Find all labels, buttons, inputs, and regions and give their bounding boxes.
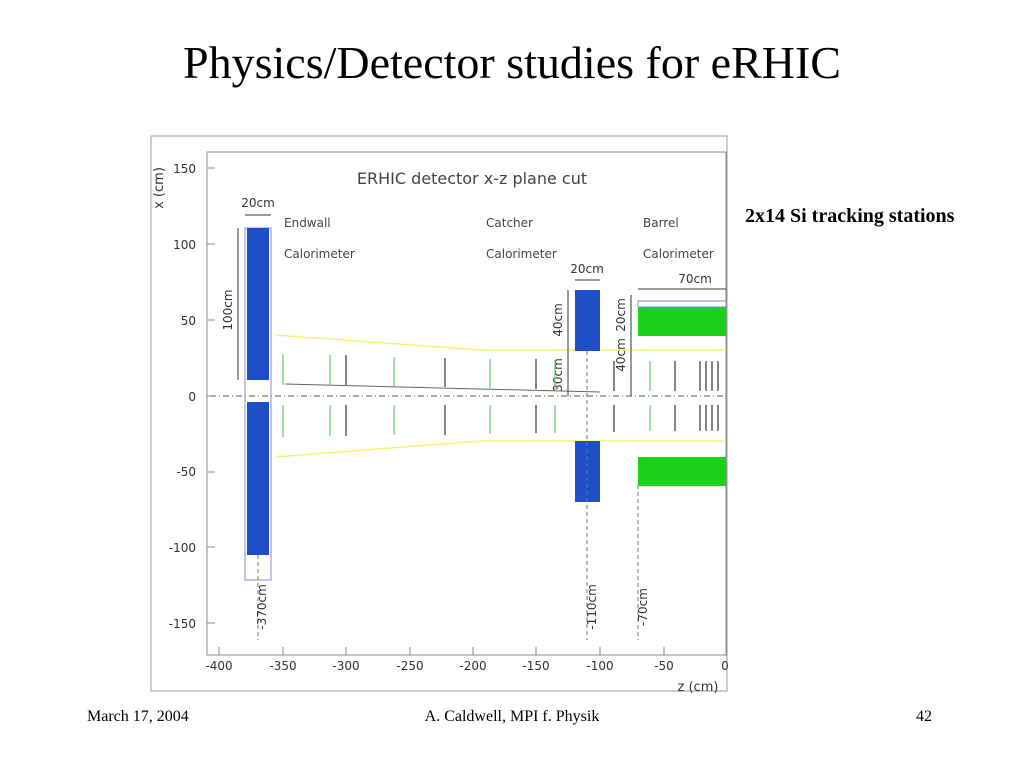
x-axis-label: z (cm): [678, 680, 719, 695]
x-tick-label: -100: [586, 659, 613, 673]
catcher-calorimeter-upper: [575, 290, 600, 351]
endwall-width-label: 20cm: [241, 196, 275, 210]
x-tick-label: -150: [522, 659, 549, 673]
endwall-pos-label: -370cm: [255, 584, 269, 630]
slide-title: Physics/Detector studies for eRHIC: [183, 37, 841, 88]
endwall-calorimeter-upper: [247, 228, 269, 380]
endwall-calorimeter-lower: [247, 402, 269, 555]
endwall-height-label: 100cm: [221, 289, 235, 330]
footer-author: A. Caldwell, MPI f. Physik: [424, 708, 600, 725]
x-tick-label: -350: [269, 659, 296, 673]
plot-frame: [206, 151, 727, 656]
beam-line: [284, 383, 601, 393]
y-tick-label: 150: [173, 162, 196, 176]
catcher-height-label: 40cm: [551, 303, 565, 337]
x-tick-label: -400: [205, 659, 232, 673]
barrel-calorimeter-upper: [638, 307, 726, 336]
x-tick-label: -300: [332, 659, 359, 673]
barrel-label-1: Barrel: [643, 216, 679, 230]
y-tick-label: 50: [181, 314, 196, 328]
x-ticks: -400 -350 -300 -250 -200 -150 -100 -50 0: [205, 647, 729, 673]
detector-figure: x (cm) z (cm) ERHIC detector x-z plane c…: [150, 135, 729, 695]
barrel-label-2: Calorimeter: [643, 247, 714, 261]
si-tracking-stations: [282, 354, 719, 437]
catcher-label-1: Catcher: [486, 216, 533, 230]
beam-envelope-lower: [274, 440, 726, 458]
y-tick-label: -50: [176, 465, 196, 479]
y-ticks: 150 100 50 0 -50 -100 -150: [169, 162, 215, 631]
figure-title: ERHIC detector x-z plane cut: [357, 169, 587, 188]
catcher-label-2: Calorimeter: [486, 247, 557, 261]
endwall-label-2: Calorimeter: [284, 247, 355, 261]
catcher-gap-label: 30cm: [551, 358, 565, 392]
si-tracking-label: 2x14 Si tracking stations: [745, 205, 955, 227]
catcher-pos-label: -110cm: [585, 584, 599, 630]
footer-page-number: 42: [916, 708, 932, 725]
barrel-length-label: 70cm: [678, 272, 712, 286]
barrel-calorimeter-lower: [638, 457, 726, 486]
endwall-label-1: Endwall: [284, 216, 331, 230]
barrel-thickness-label: 20cm: [614, 298, 628, 332]
footer-date: March 17, 2004: [87, 708, 189, 725]
y-tick-label: 0: [188, 390, 196, 404]
y-tick-label: -100: [169, 541, 196, 555]
x-tick-label: 0: [721, 659, 729, 673]
x-tick-label: -200: [459, 659, 486, 673]
x-tick-label: -250: [396, 659, 423, 673]
catcher-width-label: 20cm: [570, 262, 604, 276]
y-tick-label: -150: [169, 617, 196, 631]
y-axis-label: x (cm): [152, 167, 167, 209]
beam-envelope-upper: [274, 334, 726, 351]
x-tick-label: -50: [654, 659, 674, 673]
barrel-pos-label: -70cm: [636, 588, 650, 626]
y-tick-label: 100: [173, 238, 196, 252]
barrel-gap-label: 40cm: [614, 338, 628, 372]
